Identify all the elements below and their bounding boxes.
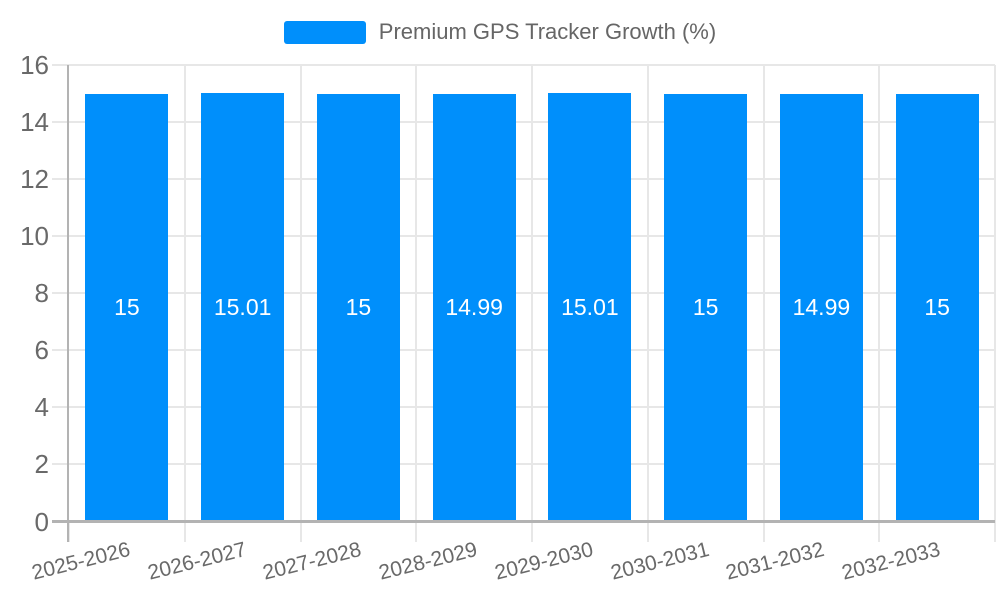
bar-value-label: 15	[114, 294, 140, 321]
gridline-vertical	[762, 65, 765, 522]
bar[interactable]	[85, 93, 169, 520]
y-axis-label: 10	[20, 221, 49, 252]
y-axis-tick	[52, 235, 69, 238]
bar[interactable]	[779, 93, 863, 520]
gridline-vertical	[531, 65, 533, 522]
y-axis-tick	[52, 463, 69, 466]
legend-label: Premium GPS Tracker Growth (%)	[378, 19, 717, 44]
bar-value-label: 14.99	[792, 294, 851, 321]
bar[interactable]	[201, 93, 285, 520]
bar-value-label: 15	[345, 294, 372, 321]
y-axis-label: 14	[20, 107, 49, 138]
x-axis-tick	[299, 521, 302, 542]
y-axis-label: 4	[34, 392, 49, 423]
chart-legend: Premium GPS Tracker Growth (%)	[0, 16, 1000, 48]
x-axis-tick	[415, 521, 418, 542]
y-axis-label: 0	[34, 506, 49, 537]
x-axis-tick	[68, 521, 70, 542]
bar[interactable]	[316, 93, 400, 520]
y-axis-label: 16	[20, 50, 49, 80]
gridline-vertical	[183, 65, 186, 522]
bar-value-label: 15	[692, 294, 719, 321]
bar-value-label: 15.01	[561, 294, 619, 321]
gridline-vertical	[415, 65, 418, 522]
x-axis-tick	[531, 521, 533, 542]
y-axis-tick	[52, 292, 69, 295]
x-axis-tick	[994, 521, 996, 542]
bar[interactable]	[664, 93, 748, 520]
y-axis-tick	[52, 64, 69, 66]
y-axis-tick	[52, 178, 69, 181]
legend-swatch-icon	[283, 20, 366, 44]
bar-value-label: 15.01	[213, 294, 272, 321]
y-axis-tick	[52, 349, 69, 352]
y-axis-tick	[52, 121, 69, 124]
gridline-vertical	[646, 65, 649, 522]
y-axis-label: 12	[20, 164, 49, 195]
y-axis-label: 2	[34, 449, 49, 480]
y-axis-label: 6	[34, 335, 49, 366]
bar-value-label: 14.99	[445, 294, 503, 321]
bar[interactable]	[548, 93, 632, 520]
x-axis-tick	[762, 521, 765, 542]
y-axis-line	[67, 65, 69, 542]
x-axis-tick	[646, 521, 649, 542]
gridline-vertical	[299, 65, 302, 522]
x-axis-tick	[183, 521, 186, 542]
y-axis-label: 8	[34, 278, 49, 309]
gridline-vertical	[878, 65, 881, 522]
y-axis-tick	[52, 406, 69, 409]
x-axis-line	[52, 520, 995, 523]
gridline-vertical	[994, 65, 996, 522]
bar[interactable]	[432, 93, 516, 520]
bar-value-label: 15	[924, 294, 950, 321]
bar[interactable]	[895, 93, 979, 520]
x-axis-tick	[878, 521, 881, 542]
legend-item[interactable]: Premium GPS Tracker Growth (%)	[283, 19, 717, 45]
